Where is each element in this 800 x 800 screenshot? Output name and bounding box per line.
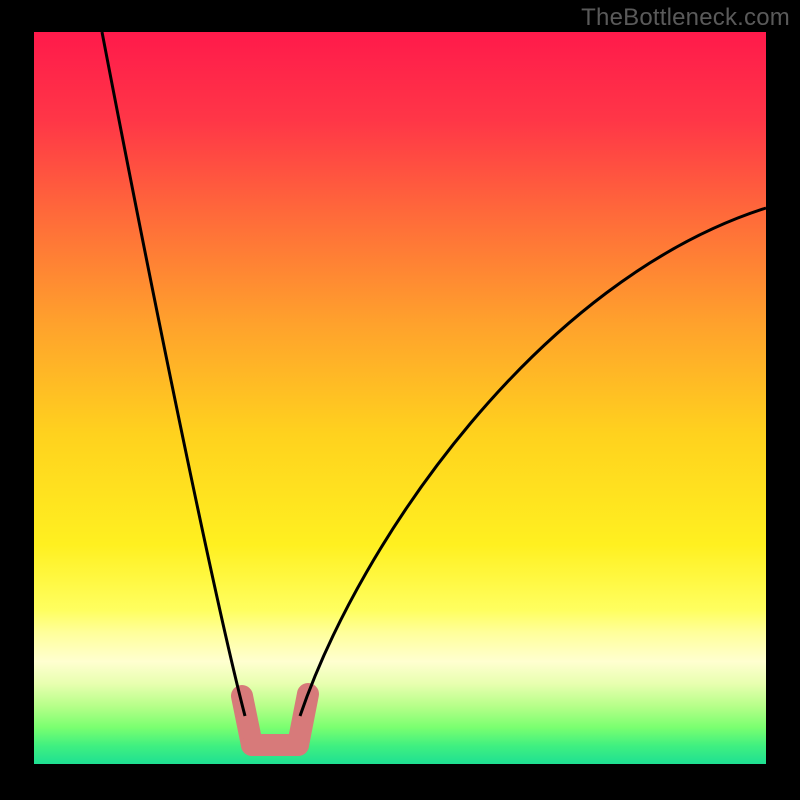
bottleneck-chart [0, 0, 800, 800]
chart-container: TheBottleneck.com [0, 0, 800, 800]
watermark-text: TheBottleneck.com [581, 4, 790, 32]
plot-background [34, 32, 766, 764]
